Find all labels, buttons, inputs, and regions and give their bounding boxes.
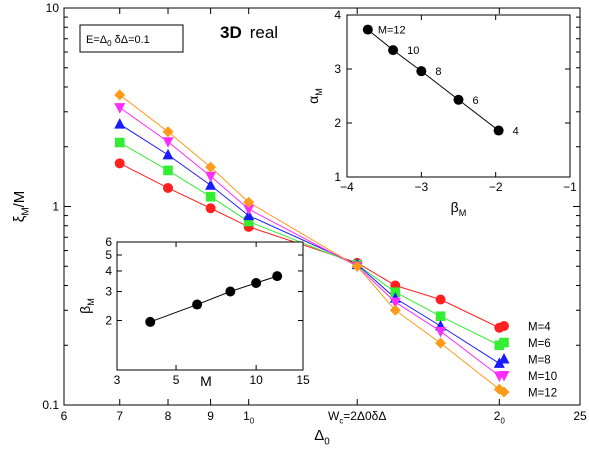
x-tick-label: −2 — [489, 180, 503, 194]
legend-label: M=6 — [528, 338, 551, 350]
x-tick-label: 10 — [243, 409, 255, 426]
data-point — [163, 182, 174, 193]
point-label: 10 — [407, 45, 419, 57]
x-axis-label: M — [200, 373, 212, 389]
legend-marker — [498, 353, 510, 364]
x-tick-label: 25 — [573, 409, 587, 423]
legend-label: M=4 — [528, 322, 551, 334]
x-tick-label: Wc=2Δ0δΔ — [328, 409, 386, 426]
data-point — [114, 89, 126, 101]
legend-label: M=12 — [528, 388, 557, 400]
y-tick-label: 4 — [105, 264, 112, 278]
data-point — [435, 294, 446, 305]
data-point — [162, 148, 174, 160]
y-tick-label: 6 — [105, 235, 112, 249]
data-point — [388, 45, 399, 56]
data-point — [389, 304, 401, 316]
series-line — [119, 123, 500, 364]
series-line — [119, 107, 500, 377]
data-point — [243, 196, 255, 208]
x-tick-label: −4 — [340, 180, 354, 194]
series-line — [119, 94, 500, 390]
y-tick-label: 10 — [46, 1, 60, 15]
x-tick-label: 8 — [165, 409, 172, 423]
legend-marker — [498, 371, 510, 382]
chart-title: 3D real — [220, 23, 278, 42]
y-tick-label: 1 — [52, 200, 59, 214]
x-tick-label: 20 — [494, 409, 506, 426]
data-point — [114, 137, 125, 148]
y-tick-label: 1 — [334, 170, 341, 184]
legend-marker — [498, 386, 510, 398]
parameter-box — [79, 24, 184, 53]
data-point — [251, 277, 262, 288]
legend-label: M=8 — [528, 355, 551, 367]
data-point — [205, 179, 217, 190]
data-point — [205, 171, 217, 183]
x-tick-label: −1 — [563, 180, 577, 194]
data-point — [205, 203, 216, 214]
y-tick-label: 3 — [334, 62, 341, 76]
data-point — [351, 260, 363, 272]
data-point — [243, 216, 254, 227]
x-tick-label: 5 — [173, 373, 180, 387]
x-tick-label: 6 — [61, 409, 68, 423]
data-point — [272, 271, 283, 282]
x-tick-label: 3 — [114, 373, 121, 387]
data-point — [162, 126, 174, 138]
point-label: 8 — [435, 66, 441, 78]
data-point — [163, 165, 173, 176]
data-point — [453, 94, 464, 105]
data-point — [162, 137, 174, 148]
data-point — [390, 287, 401, 298]
legend-marker — [499, 337, 509, 348]
y-tick-label: 0.1 — [42, 398, 59, 412]
inset-beta-m-frame — [116, 241, 304, 371]
data-point — [225, 286, 236, 297]
data-point — [493, 125, 504, 136]
data-point — [389, 297, 401, 309]
data-point — [416, 66, 427, 77]
x-tick-label: 7 — [116, 409, 123, 423]
point-label: M=12 — [378, 25, 406, 37]
data-point — [243, 204, 255, 216]
x-tick-label: 15 — [296, 373, 310, 387]
data-point — [114, 103, 126, 114]
parameter-box-label: E=Δ0 δΔ=0.1 — [86, 34, 150, 48]
x-tick-label: 10 — [249, 373, 263, 387]
y-axis-label: ξM/M — [11, 191, 32, 223]
data-point — [362, 24, 373, 35]
legend-label: M=10 — [528, 371, 557, 383]
data-point — [114, 158, 125, 169]
x-axis-label: Δ0 — [314, 427, 330, 448]
data-point — [205, 161, 217, 173]
y-tick-label: 5 — [105, 248, 112, 262]
point-label: 6 — [473, 95, 479, 107]
point-label: 4 — [513, 126, 519, 138]
y-tick-label: 3 — [105, 285, 112, 299]
data-point — [435, 337, 447, 349]
y-tick-label: 2 — [334, 116, 341, 130]
y-tick-label: 4 — [334, 8, 341, 22]
x-tick-label: 9 — [207, 409, 214, 423]
data-point — [435, 326, 447, 338]
data-point — [205, 191, 216, 202]
legend-marker — [499, 321, 509, 331]
x-tick-label: −3 — [414, 180, 428, 194]
data-point — [192, 299, 203, 310]
y-tick-label: 2 — [105, 313, 112, 327]
data-point — [435, 311, 446, 322]
data-point — [145, 316, 156, 327]
data-point — [114, 118, 126, 129]
